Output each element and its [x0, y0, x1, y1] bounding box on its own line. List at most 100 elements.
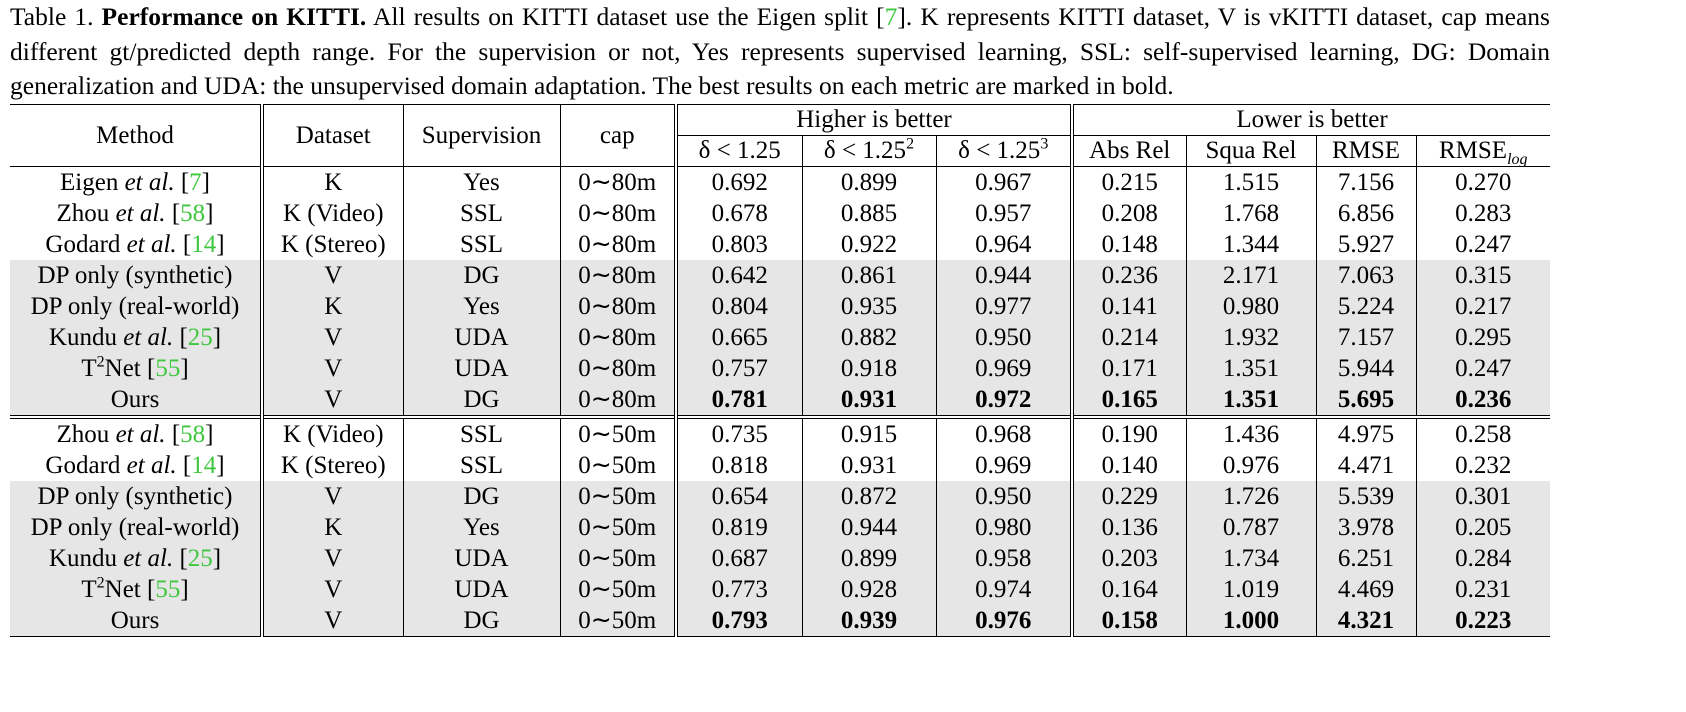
metric-value: 0.136 — [1072, 512, 1187, 543]
metric-value: 7.063 — [1316, 260, 1417, 291]
table-row: DP only (real-world) K Yes 0∼50m 0.819 0.944 0… — [10, 512, 1551, 543]
text-segment: ] — [216, 230, 225, 258]
table-cell: UDA — [403, 543, 561, 574]
header-cell: Method — [10, 104, 264, 167]
metric-value: 0.950 — [936, 481, 1074, 512]
text-segment: Godard — [45, 451, 127, 479]
metric-value: 0.950 — [936, 322, 1074, 353]
metric-value: 0.974 — [936, 574, 1074, 605]
metric-value: 0.964 — [936, 229, 1074, 260]
table-cell: UDA — [403, 353, 561, 384]
metric-value: 0.301 — [1416, 481, 1551, 512]
metric-value: 1.344 — [1186, 229, 1317, 260]
metric-value: 0.678 — [676, 198, 803, 229]
text-segment: [ — [173, 544, 188, 572]
metric-name: Squa Rel — [1205, 137, 1297, 164]
text-segment: Table 1. — [10, 2, 102, 31]
table-cell: DG — [403, 384, 561, 417]
metric-header: Abs Rel — [1072, 135, 1187, 167]
text-segment: et al. — [126, 230, 177, 258]
header-cell: Supervision — [403, 104, 561, 167]
text-segment: [ — [176, 451, 192, 479]
metric-value: 0.692 — [676, 166, 803, 198]
metric-value: 0.882 — [802, 322, 937, 353]
metric-value: 0.969 — [936, 450, 1074, 481]
metric-value: 0.861 — [802, 260, 937, 291]
text-segment: DP only (synthetic) — [37, 482, 233, 510]
metric-value: 0.976 — [1186, 450, 1317, 481]
metric-value: 0.944 — [936, 260, 1074, 291]
metric-value: 2.171 — [1186, 260, 1317, 291]
header-row: Method Dataset Supervision cap Higher is… — [10, 104, 1551, 167]
subscript: log — [1507, 151, 1528, 167]
metric-value: 0.885 — [802, 198, 937, 229]
metric-value: 0.687 — [676, 543, 803, 574]
metric-value: 7.156 — [1316, 166, 1417, 198]
text-segment: Net [ — [104, 575, 156, 603]
metric-name: RMSE — [1331, 137, 1401, 164]
table-cell: V — [262, 384, 404, 417]
table-header: Method Dataset Supervision cap Higher is… — [10, 104, 1551, 167]
text-segment: ] — [180, 575, 189, 603]
text-segment: ] — [216, 451, 225, 479]
metric-value: 0.935 — [802, 291, 937, 322]
table-cell: 0∼80m — [560, 166, 678, 198]
metric-value: 0.967 — [936, 166, 1074, 198]
table-cell: 0∼50m — [560, 574, 678, 605]
metric-value: 0.918 — [802, 353, 937, 384]
table-cell: 0∼50m — [560, 450, 678, 481]
metric-value: 5.695 — [1316, 384, 1417, 417]
table-cell: UDA — [403, 322, 561, 353]
metric-name: δ < 1.25 — [958, 137, 1041, 164]
table-cell: 0∼80m — [560, 353, 678, 384]
metric-value: 0.231 — [1416, 574, 1551, 605]
text-segment: Kundu — [48, 323, 124, 351]
table-cell: V — [262, 543, 404, 574]
metric-value: 1.932 — [1186, 322, 1317, 353]
metric-name: Abs Rel — [1089, 137, 1171, 164]
metric-value: 0.969 — [936, 353, 1074, 384]
metric-value: 0.922 — [802, 229, 937, 260]
metric-name: δ < 1.25 — [698, 137, 781, 164]
metric-value: 0.958 — [936, 543, 1074, 574]
header-cell: cap — [560, 104, 678, 167]
metric-value: 1.000 — [1186, 605, 1317, 637]
metric-name: δ < 1.25 — [823, 137, 907, 164]
header-group: Higher is better — [676, 104, 1074, 136]
method-cell: DP only (real-world) — [10, 512, 264, 543]
metric-value: 0.171 — [1072, 353, 1187, 384]
row-group: Eigen et al. [7] K Yes 0∼80m 0.692 0.899 0.967… — [10, 166, 1551, 417]
metric-value: 1.436 — [1186, 415, 1317, 450]
table-cell: K (Video) — [262, 198, 404, 229]
metric-value: 0.217 — [1416, 291, 1551, 322]
table-caption: Table 1. Performance on KITTI. All resul… — [10, 0, 1550, 104]
table-cell: 0∼50m — [560, 481, 678, 512]
table-cell: DG — [403, 260, 561, 291]
text-segment: 2 — [96, 574, 105, 592]
metric-value: 1.515 — [1186, 166, 1317, 198]
citation: 55 — [155, 354, 181, 382]
metric-value: 4.975 — [1316, 415, 1417, 450]
table-row: Godard et al. [14] K (Stereo) SSL 0∼80m 0.80… — [10, 229, 1550, 260]
metric-value: 0.804 — [676, 291, 803, 322]
metric-value: 5.944 — [1316, 353, 1417, 384]
text-segment: Net [ — [104, 354, 156, 382]
table-cell: SSL — [403, 229, 561, 260]
text-segment: [ — [165, 199, 181, 227]
text-segment: All results on KITTI dataset use the Eig… — [366, 2, 885, 31]
metric-value: 0.915 — [802, 415, 937, 450]
metric-header: δ < 1.252 — [802, 135, 937, 167]
citation: 7 — [884, 2, 898, 31]
text-segment: [ — [174, 168, 190, 196]
metric-value: 0.899 — [802, 166, 937, 198]
metric-name: RMSE — [1438, 137, 1508, 164]
metric-value: 1.734 — [1186, 543, 1317, 574]
text-segment: ] — [212, 323, 222, 351]
metric-value: 0.899 — [802, 543, 937, 574]
metric-value: 0.236 — [1416, 384, 1551, 417]
table-cell: 0∼50m — [560, 543, 678, 574]
table-cell: DG — [403, 605, 561, 637]
table-cell: 0∼50m — [560, 415, 678, 450]
metric-value: 0.140 — [1072, 450, 1187, 481]
metric-value: 0.787 — [1186, 512, 1317, 543]
